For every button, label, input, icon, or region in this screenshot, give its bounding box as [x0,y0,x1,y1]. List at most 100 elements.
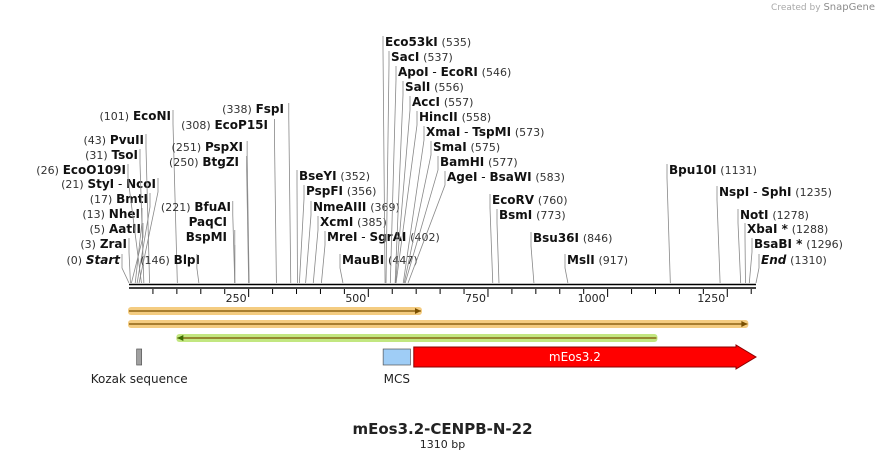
svg-text:BsmI (773): BsmI (773) [499,208,566,222]
enzyme-site[interactable]: HincII (558) [395,110,491,284]
enzyme-site[interactable]: EcoRV (760) [489,193,568,284]
enzyme-site[interactable]: (338) FspI [222,102,292,284]
enzyme-name: PaqCI [189,215,227,229]
enzyme-site[interactable]: (3) ZraI [80,237,131,284]
enzyme-name: PspXI [205,140,243,154]
enzyme-position: (385) [357,216,387,229]
enzyme-position: (101) [100,110,130,123]
enzyme-name: TspMI [472,125,511,139]
ruler-tick-label: 1000 [578,292,606,305]
feature-mcs[interactable]: MCS [382,348,411,386]
enzyme-site[interactable]: (308) EcoP15I [181,118,277,284]
enzyme-site[interactable]: BamHI (577) [404,155,518,284]
enzyme-site[interactable]: MauBI (447) [339,253,418,284]
svg-text:ApoI - EcoRI (546): ApoI - EcoRI (546) [398,65,511,79]
enzyme-position: (17) [90,193,113,206]
enzyme-position: (846) [583,232,613,245]
enzyme-site[interactable]: (221) BfuAI [161,200,236,284]
enzyme-site[interactable]: (5) AatII [90,222,144,284]
svg-text:MreI - SgrAI (402): MreI - SgrAI (402) [327,230,440,244]
svg-text:(101) EcoNI: (101) EcoNI [100,109,171,123]
enzyme-site[interactable]: End (1310) [755,253,827,284]
enzyme-site[interactable]: XbaI * (1288) [744,222,828,284]
enzyme-name: XbaI * [747,222,789,236]
svg-text:BsaBI * (1296): BsaBI * (1296) [754,237,843,251]
enzyme-site[interactable]: Eco53kI (535) [382,35,471,284]
enzyme-site[interactable]: (0) Start [66,253,130,284]
enzyme-site[interactable]: SacI (537) [385,50,453,284]
enzyme-site[interactable]: BseYI (352) [296,169,370,284]
svg-text:NotI (1278): NotI (1278) [740,208,809,222]
feature-label: MCS [384,372,410,386]
svg-text:End (1310): End (1310) [761,253,827,267]
enzyme-position: (917) [599,254,629,267]
enzyme-position: (146) [140,254,170,267]
enzyme-site[interactable]: (101) EcoNI [100,109,178,284]
svg-text:(250) BtgZI: (250) BtgZI [169,155,239,169]
primer-track[interactable] [128,320,749,328]
enzyme-site[interactable]: BspMI [186,230,236,283]
svg-text:BseYI (352): BseYI (352) [299,169,370,183]
enzyme-position: (535) [442,36,472,49]
enzyme-site[interactable]: SalI (556) [394,80,464,284]
feature-label: Kozak sequence [91,372,188,386]
snapgene-credit: Created by SnapGene [771,2,875,13]
enzyme-site[interactable]: SmaI (575) [403,140,500,284]
svg-text:Bpu10I (1131): Bpu10I (1131) [669,163,757,177]
enzyme-name: MslI [567,253,595,267]
enzyme-site[interactable]: ApoI - EcoRI (546) [389,65,511,284]
enzyme-name: FspI [256,102,284,116]
enzyme-site[interactable]: AgeI - BsaWI (583) [407,170,565,284]
enzyme-site[interactable]: PspFI (356) [298,184,376,284]
enzyme-site[interactable]: (17) BmtI [90,192,151,284]
svg-text:(3) ZraI: (3) ZraI [80,237,127,251]
enzyme-site[interactable]: Bsu36I (846) [530,231,613,284]
enzyme-site[interactable]: BsmI (773) [496,208,566,284]
enzyme-position: (773) [536,209,566,222]
enzyme-site[interactable]: AccI (557) [395,95,474,284]
enzyme-site[interactable]: (43) PvuII [83,133,150,284]
enzyme-name: EcoO109I [63,163,126,177]
enzyme-site[interactable]: BsaBI * (1296) [748,237,843,284]
enzyme-site[interactable]: XcmI (385) [312,215,387,284]
primer-track[interactable] [128,307,422,315]
enzyme-name: BseYI [299,169,337,183]
enzyme-site[interactable]: MslI (917) [564,253,629,284]
enzyme-site[interactable]: Bpu10I (1131) [666,163,757,284]
enzyme-site[interactable]: PaqCI [189,215,236,283]
svg-text:XmaI - TspMI (573): XmaI - TspMI (573) [426,125,544,139]
enzyme-name: End [761,253,787,267]
feature-kozak-sequence[interactable]: Kozak sequence [91,348,188,386]
enzyme-name: AgeI [447,170,477,184]
enzyme-name: NspI [719,185,749,199]
enzyme-name: TsoI [112,148,138,162]
enzyme-name: SphI [761,185,791,199]
enzyme-site[interactable]: (146) BlpI [140,253,200,284]
primer-track[interactable] [176,334,658,342]
enzyme-position: (5) [90,223,106,236]
enzyme-position: (537) [423,51,453,64]
plasmid-size: 1310 bp [419,438,466,451]
enzyme-site[interactable]: (251) PspXI [172,140,250,284]
enzyme-position: (250) [169,156,199,169]
enzyme-site[interactable]: NspI - SphI (1235) [716,185,832,284]
svg-text:SmaI (575): SmaI (575) [433,140,500,154]
enzyme-site[interactable]: NotI (1278) [737,208,809,284]
enzyme-name: StyI [87,177,114,191]
enzyme-name: EcoRV [492,193,535,207]
enzyme-site[interactable]: (250) BtgZI [169,155,250,284]
enzyme-site[interactable]: (26) EcoO109I [36,163,142,284]
enzyme-position: (3) [80,238,96,251]
enzyme-name: SmaI [433,140,467,154]
enzyme-position: (575) [471,141,501,154]
svg-text:(0) Start: (0) Start [66,253,121,267]
svg-text:(13) NheI: (13) NheI [82,207,140,221]
svg-text:AccI (557): AccI (557) [412,95,473,109]
enzyme-name: AccI [412,95,440,109]
svg-text:Eco53kI (535): Eco53kI (535) [385,35,471,49]
enzyme-site[interactable]: XmaI - TspMI (573) [402,125,544,284]
enzyme-position: (1278) [772,209,809,222]
feature-meos3-2[interactable]: mEos3.2 [413,344,757,370]
enzyme-site[interactable]: (31) TsoI [85,148,145,284]
enzyme-position: (31) [85,149,108,162]
